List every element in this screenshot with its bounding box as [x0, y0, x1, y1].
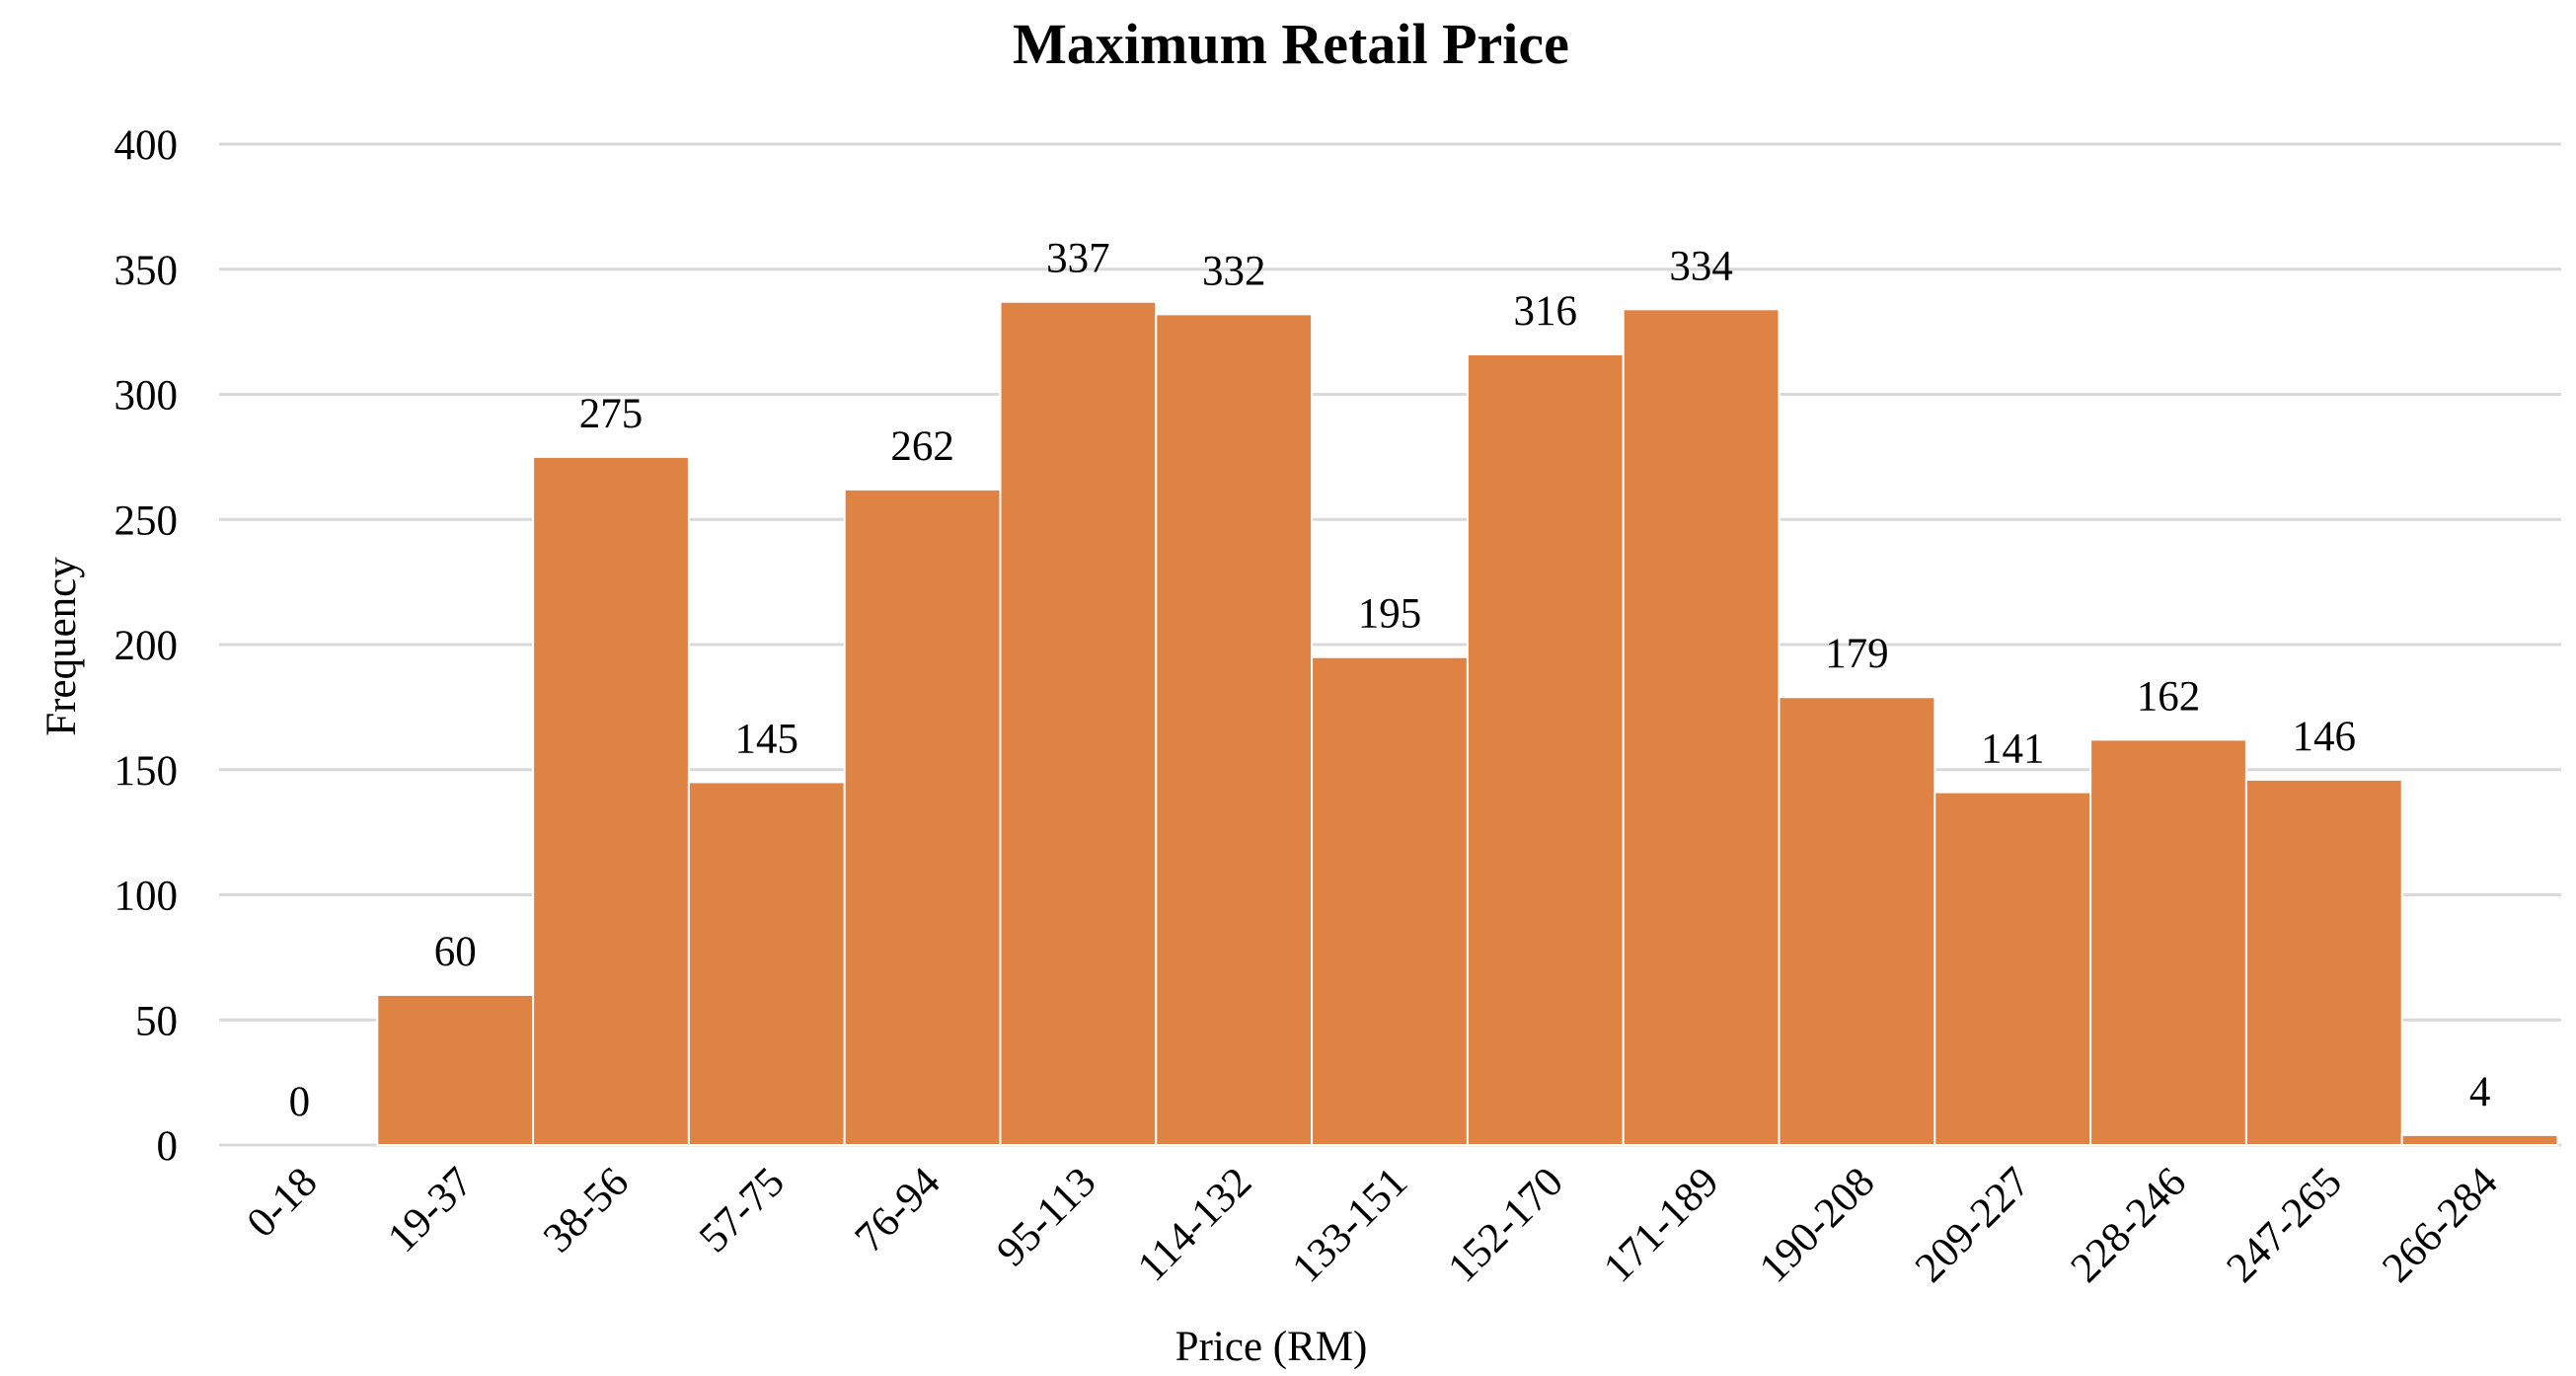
data-label: 162 — [2137, 673, 2201, 720]
x-axis-title: Price (RM) — [1175, 1324, 1368, 1370]
x-tick-label: 209-227 — [1907, 1159, 2040, 1292]
bar-209-227 — [1933, 791, 2092, 1146]
y-tick-label: 400 — [114, 122, 179, 169]
bars — [376, 300, 2559, 1147]
y-axis-title: Frequency — [38, 557, 85, 736]
bar-190-208 — [1778, 696, 1936, 1146]
data-label: 316 — [1514, 288, 1578, 335]
x-tick-label: 152-170 — [1439, 1159, 1572, 1292]
y-tick-label: 50 — [135, 998, 178, 1044]
bar-152-170 — [1466, 352, 1625, 1146]
data-labels: 0 60 275 145 262 337 332 195 316 334 179 141 162 146 4 — [289, 236, 2491, 1125]
x-tick-label: 95-113 — [988, 1159, 1104, 1275]
x-tick-label: 57-75 — [691, 1159, 794, 1261]
bar-76-94 — [843, 488, 1002, 1146]
x-tick-label: 171-189 — [1595, 1159, 1728, 1292]
data-label: 0 — [289, 1079, 311, 1125]
data-label: 337 — [1046, 236, 1110, 282]
y-tick-label: 250 — [114, 497, 179, 544]
x-tick-label: 266-284 — [2374, 1159, 2507, 1292]
x-tick-label: 190-208 — [1751, 1159, 1884, 1292]
data-label: 60 — [434, 929, 477, 975]
y-tick-label: 300 — [114, 373, 179, 420]
bar-228-246 — [2089, 738, 2247, 1147]
y-tick-label: 200 — [114, 623, 179, 669]
x-tick-label: 133-151 — [1283, 1159, 1416, 1292]
bar-114-132 — [1155, 313, 1314, 1146]
y-tick-label: 0 — [157, 1123, 179, 1170]
data-label: 146 — [2293, 714, 2357, 760]
x-tick-label: 0-18 — [238, 1159, 326, 1247]
x-tick-label: 19-37 — [379, 1159, 482, 1261]
x-tick-label: 38-56 — [535, 1159, 638, 1261]
bar-247-265 — [2244, 778, 2403, 1146]
data-label: 145 — [735, 716, 799, 762]
y-axis-ticks: 0 50 100 150 200 250 300 350 400 — [114, 122, 179, 1170]
bar-171-189 — [1622, 308, 1780, 1146]
y-tick-label: 100 — [114, 874, 179, 920]
data-label: 179 — [1825, 631, 1889, 677]
y-tick-label: 150 — [114, 748, 179, 795]
x-tick-label: 114-132 — [1129, 1159, 1260, 1290]
data-label: 262 — [890, 423, 954, 470]
bar-57-75 — [687, 781, 846, 1146]
y-tick-label: 350 — [114, 248, 179, 294]
data-label: 332 — [1202, 248, 1266, 294]
data-label: 275 — [579, 391, 644, 437]
bar-133-151 — [1311, 655, 1469, 1146]
x-tick-label: 247-265 — [2218, 1159, 2351, 1292]
data-label: 141 — [1981, 726, 2045, 773]
chart-title: Maximum Retail Price — [1013, 12, 1569, 76]
bar-266-284 — [2400, 1133, 2559, 1146]
x-axis-ticks: 0-18 19-37 38-56 57-75 76-94 95-113 114-132 133… — [238, 1159, 2506, 1292]
bar-38-56 — [532, 455, 690, 1146]
x-tick-label: 228-246 — [2062, 1159, 2195, 1292]
x-tick-label: 76-94 — [846, 1159, 948, 1261]
data-label: 195 — [1358, 591, 1422, 638]
data-label: 4 — [2469, 1069, 2491, 1115]
bar-95-113 — [999, 300, 1158, 1146]
data-label: 334 — [1669, 243, 1733, 289]
bar-19-37 — [376, 993, 535, 1147]
